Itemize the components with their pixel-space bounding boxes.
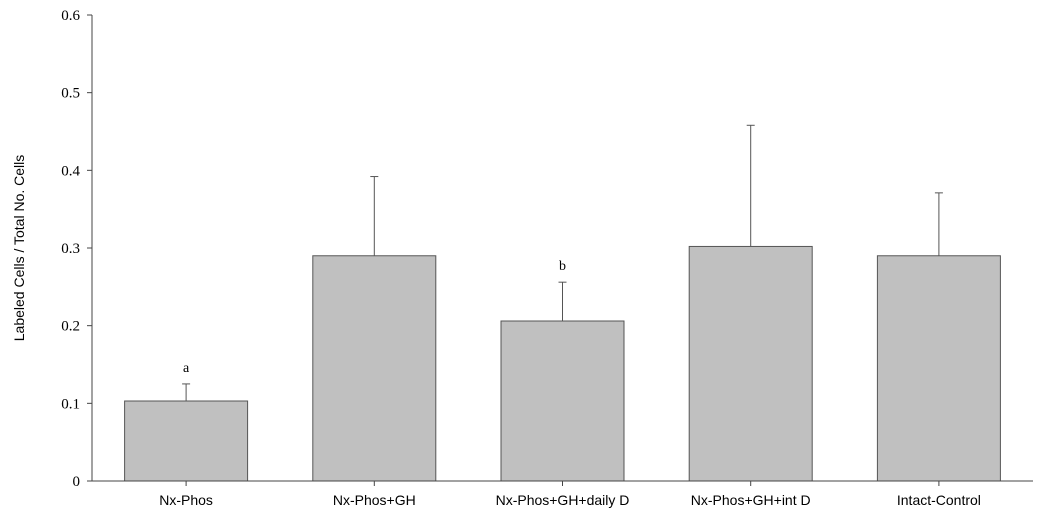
x-category-label: Nx-Phos+GH+daily D [496,492,630,508]
x-category-label: Nx-Phos+GH [333,492,416,508]
bars [124,245,1001,482]
bar [876,255,1001,482]
significance-letter: b [559,259,566,274]
error-bars [182,124,943,402]
x-axis-category-labels: Nx-Phos Nx-Phos+GH Nx-Phos+GH+daily D Nx-Ph… [159,481,981,508]
y-tick-label: 0.3 [61,241,80,257]
significance-annotations: ab [183,259,566,376]
y-tick-label: 0.5 [61,86,80,102]
significance-letter: a [183,361,190,376]
bar [312,255,437,482]
y-axis-ticks: 0 0.1 0.2 0.3 0.4 0.5 0.6 [61,8,92,490]
bar [500,320,625,482]
bar [124,400,249,482]
bar [688,245,813,482]
x-category-label: Intact-Control [897,492,981,508]
x-category-label: Nx-Phos [159,492,213,508]
y-axis-title: Labeled Cells / Total No. Cells [11,155,27,342]
y-tick-label: 0 [73,474,81,490]
x-category-label: Nx-Phos+GH+int D [691,492,811,508]
y-tick-label: 0.1 [61,396,80,412]
y-tick-label: 0.6 [61,8,80,24]
y-tick-label: 0.2 [61,319,80,335]
y-tick-label: 0.4 [61,163,80,179]
